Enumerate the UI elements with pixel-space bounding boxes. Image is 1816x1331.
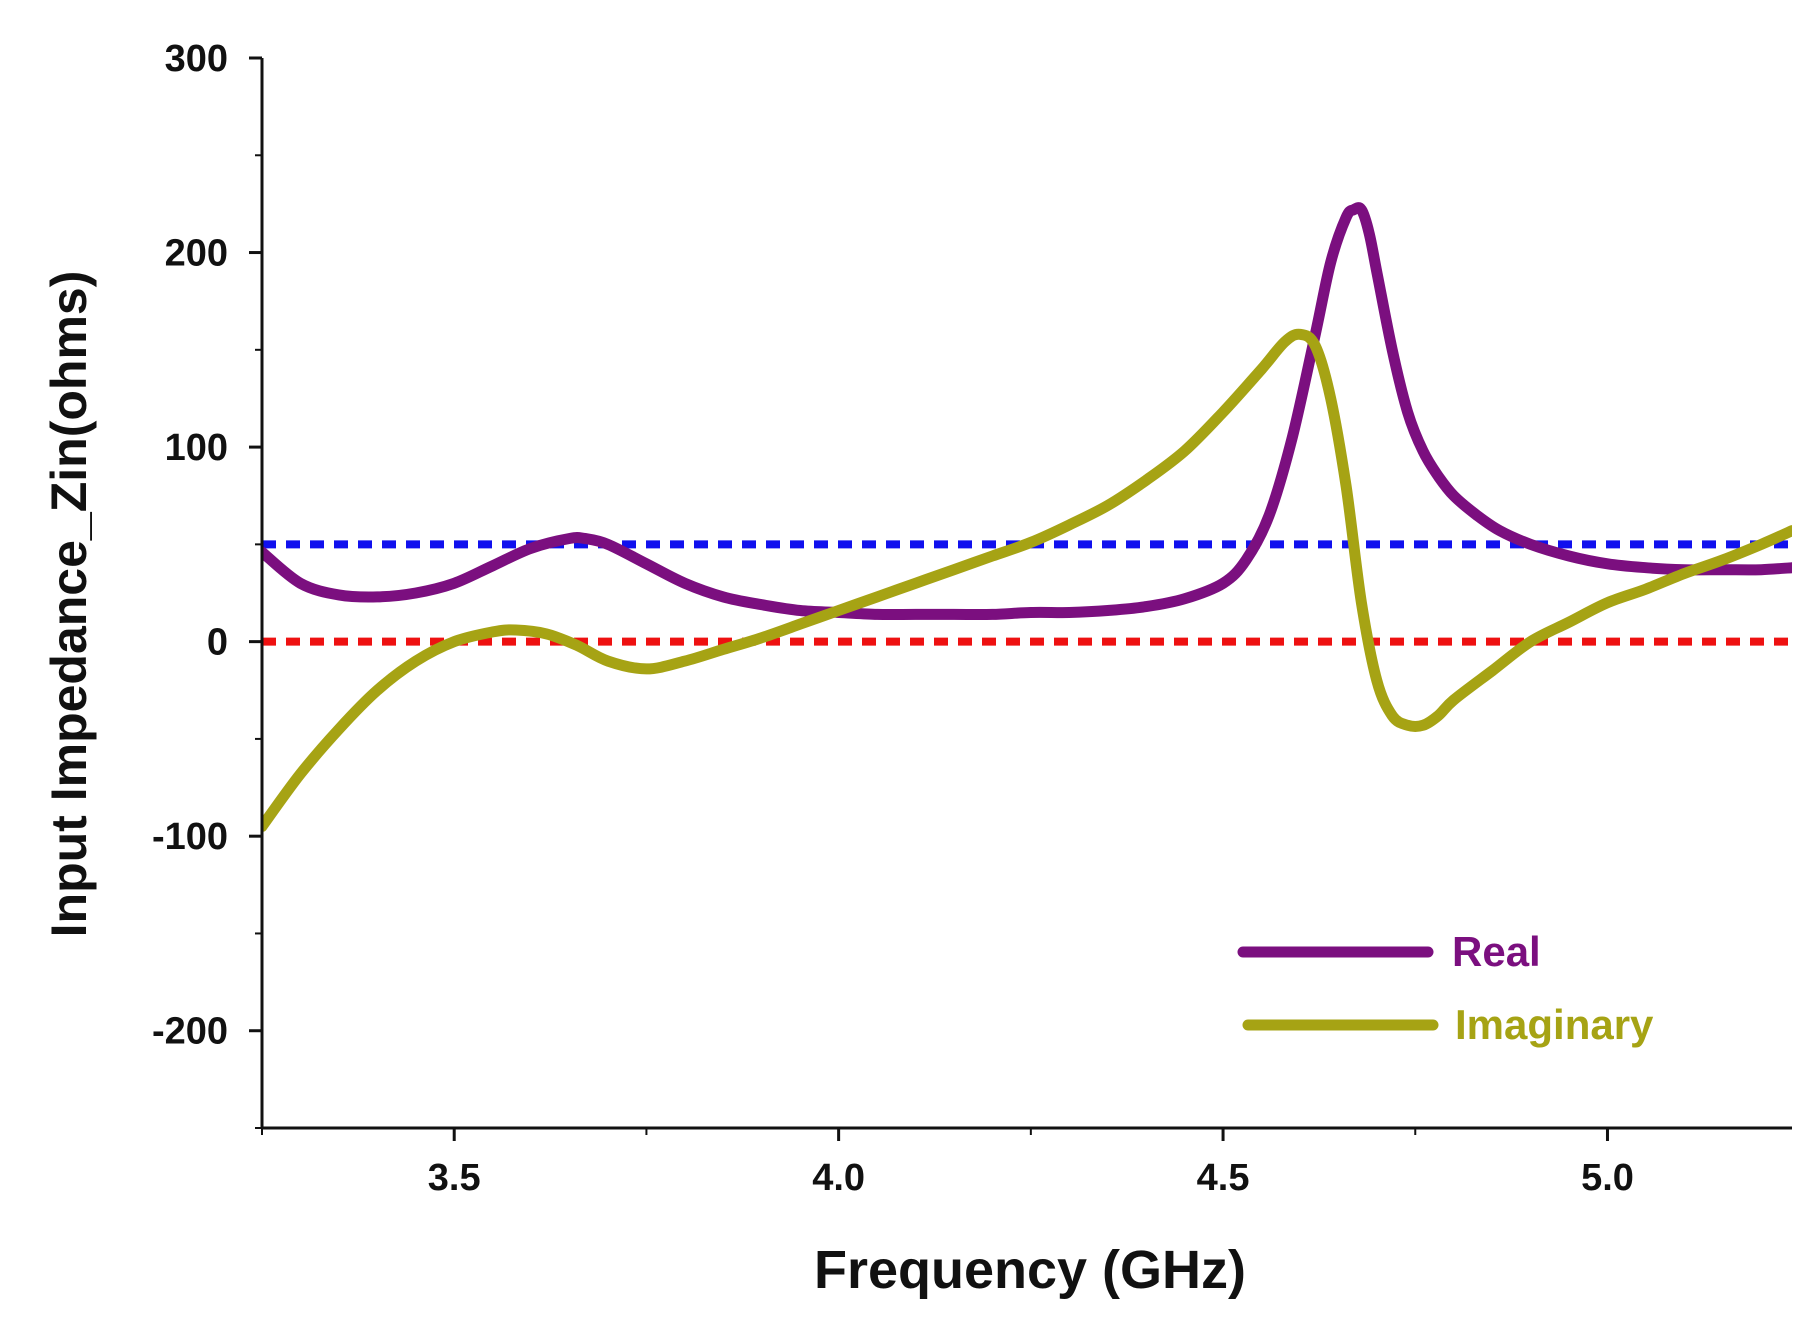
legend-label-real: Real: [1452, 928, 1541, 975]
series-lines: [262, 202, 1792, 832]
x-tick-label: 4.0: [812, 1157, 865, 1199]
series-line-imaginary: [262, 328, 1792, 832]
tick-labels: 3.5 4.0 4.5 5.0 -200 -100 0 100 200 300: [152, 38, 1634, 1199]
y-tick-label: -100: [152, 816, 228, 858]
tick-marks: [249, 56, 1609, 1141]
legend: Real Imaginary: [1237, 928, 1654, 1048]
y-axis-title: Input Impedance_Zin(ohms): [41, 271, 97, 938]
y-tick-label: -200: [152, 1011, 228, 1053]
x-tick-label: 4.5: [1197, 1157, 1250, 1199]
series-line-real: [262, 202, 1792, 621]
y-tick-label: 200: [165, 233, 228, 275]
x-tick-label: 5.0: [1581, 1157, 1634, 1199]
y-tick-label: 300: [165, 38, 228, 80]
y-tick-label: 100: [165, 427, 228, 469]
axes: [260, 58, 1792, 1130]
x-axis-title: Frequency (GHz): [814, 1240, 1246, 1300]
y-tick-label: 0: [207, 622, 228, 664]
x-tick-label: 3.5: [428, 1157, 481, 1199]
legend-label-imaginary: Imaginary: [1455, 1001, 1654, 1048]
